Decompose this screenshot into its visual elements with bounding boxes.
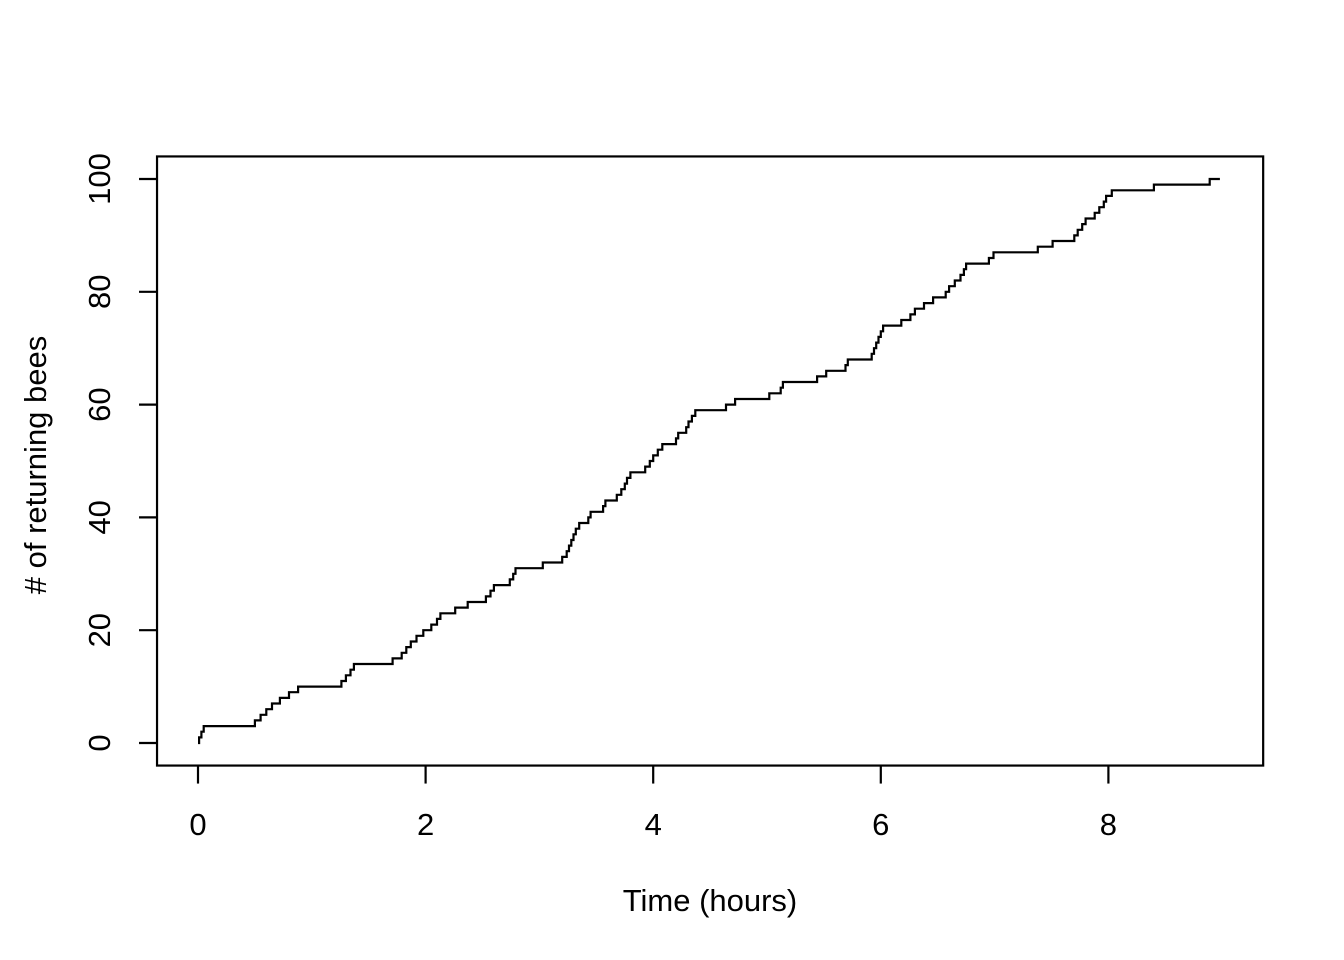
y-tick-label: 40: [82, 500, 117, 534]
plot-border: [155, 155, 1265, 767]
x-tick-label: 4: [645, 807, 662, 842]
x-tick-label: 2: [417, 807, 434, 842]
x-tick-label: 8: [1100, 807, 1117, 842]
y-tick-label: 80: [82, 275, 117, 309]
step-curve: [198, 177, 1220, 745]
y-tick-label: 0: [82, 734, 117, 751]
x-tick-label: 0: [189, 807, 206, 842]
y-tick-label: 20: [82, 613, 117, 647]
x-tick-label: 6: [872, 807, 889, 842]
y-axis-title: # of returning bees: [18, 336, 53, 595]
y-tick-label: 60: [82, 387, 117, 421]
x-axis-title: Time (hours): [623, 883, 798, 918]
y-tick-label: 100: [82, 153, 117, 205]
